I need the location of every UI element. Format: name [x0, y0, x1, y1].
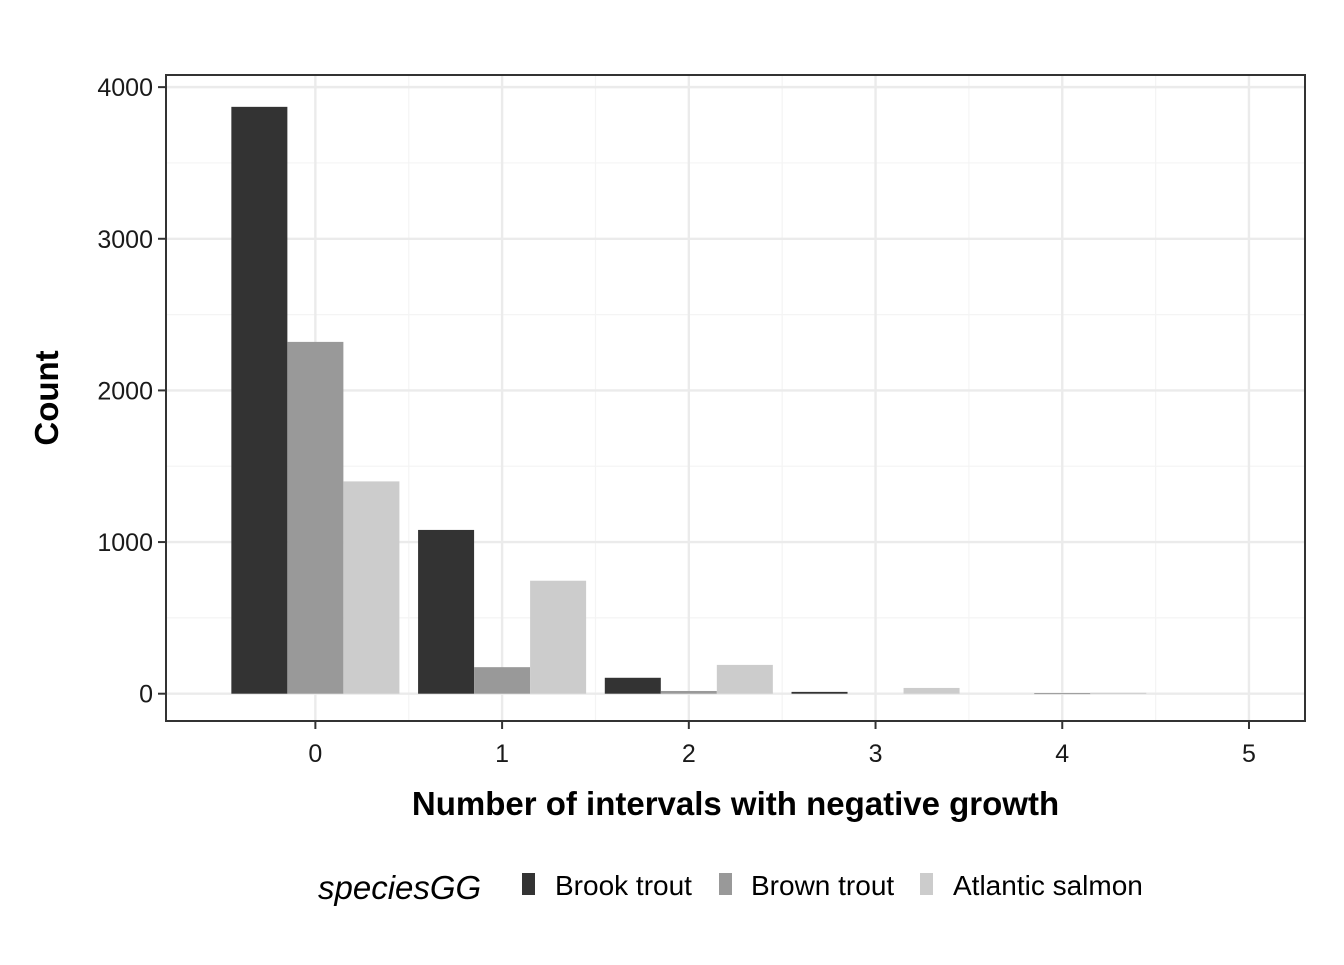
legend-label: Brown trout — [751, 870, 894, 901]
legend-items: Brook trout Brown trout Atlantic salmon — [522, 870, 1143, 901]
bar-atlantic-salmon — [1090, 692, 1147, 694]
x-tick-label: 2 — [682, 740, 696, 768]
bar-brown-trout — [1034, 693, 1091, 695]
x-axis-title: Number of intervals with negative growth — [412, 785, 1059, 822]
y-tick-label: 4000 — [97, 74, 153, 102]
bar-brook-trout — [791, 691, 848, 694]
legend-key-brown-trout — [719, 873, 732, 895]
legend-title: speciesGG — [318, 869, 481, 906]
legend: speciesGG Brook trout Brown trout Atlantic… — [318, 869, 1143, 906]
legend-label: Brook trout — [555, 870, 692, 901]
bar-atlantic-salmon — [716, 664, 773, 694]
x-tick-label: 0 — [308, 740, 322, 768]
bar-brown-trout — [660, 690, 717, 694]
legend-key-brook-trout — [522, 873, 535, 895]
bar-layer — [231, 106, 1147, 695]
x-tick-label: 5 — [1242, 740, 1256, 768]
legend-key-atlantic-salmon — [920, 873, 933, 895]
y-tick-label: 0 — [139, 681, 153, 709]
x-tick-label: 3 — [869, 740, 883, 768]
panel-border — [165, 74, 1306, 722]
bar-brook-trout — [604, 677, 661, 694]
legend-label: Atlantic salmon — [953, 870, 1143, 901]
y-tick-label: 3000 — [97, 226, 153, 254]
x-tick-label: 4 — [1055, 740, 1069, 768]
axis-layer: 0 1000 2000 3000 4000 0 1 2 3 4 5 — [97, 74, 1256, 768]
bar-brook-trout — [231, 106, 288, 694]
bar-atlantic-salmon — [343, 481, 400, 694]
bar-brown-trout — [287, 341, 344, 694]
y-tick-label: 2000 — [97, 377, 153, 405]
bar-brown-trout — [474, 667, 531, 694]
y-axis-title: Count — [28, 350, 65, 445]
bar-atlantic-salmon — [530, 580, 587, 694]
x-tick-label: 1 — [495, 740, 509, 768]
bar-atlantic-salmon — [903, 687, 960, 694]
y-tick-label: 1000 — [97, 529, 153, 557]
bar-brook-trout — [418, 529, 475, 694]
